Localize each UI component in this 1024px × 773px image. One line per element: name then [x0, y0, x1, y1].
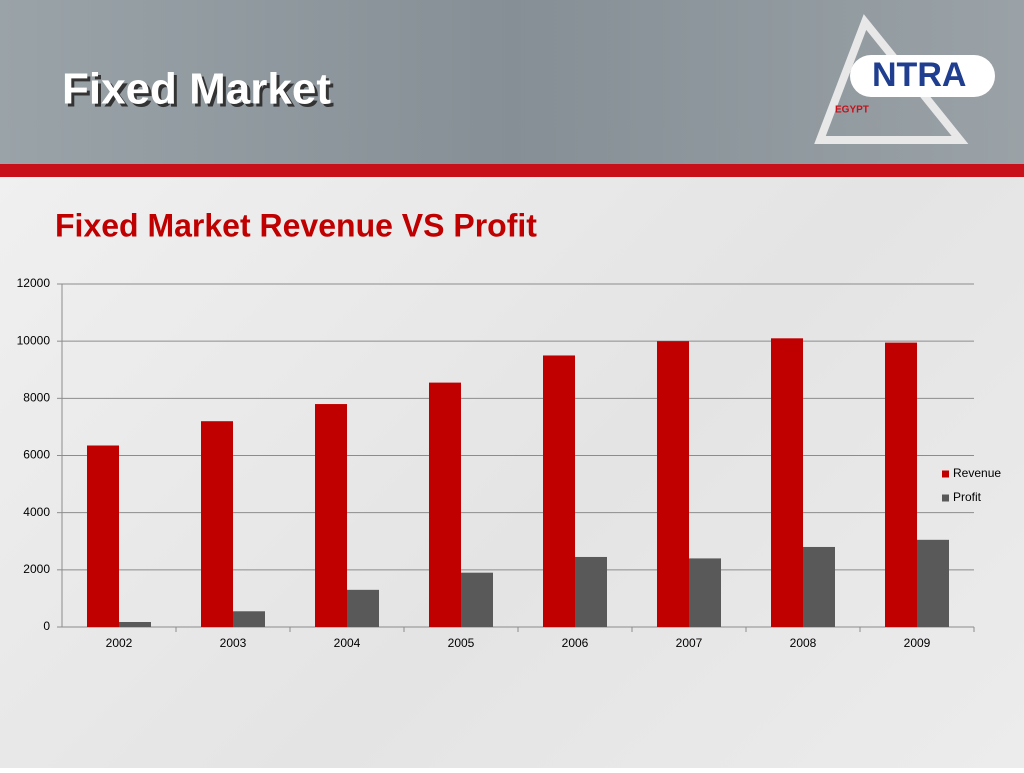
- y-tick-label: 10000: [17, 333, 51, 347]
- legend-swatch: [942, 494, 949, 502]
- bar: [917, 539, 949, 627]
- header-stripe: [0, 164, 1024, 177]
- x-tick-label: 2007: [676, 636, 703, 650]
- bar: [87, 445, 119, 627]
- legend-label: Profit: [953, 490, 982, 504]
- bar: [429, 382, 461, 627]
- logo-pill: [850, 55, 995, 97]
- x-tick-label: 2005: [448, 636, 475, 650]
- bar: [885, 342, 917, 627]
- y-tick-label: 4000: [23, 505, 50, 519]
- y-tick-label: 8000: [23, 391, 50, 405]
- y-tick-label: 6000: [23, 448, 50, 462]
- x-tick-label: 2009: [904, 636, 931, 650]
- bar: [119, 621, 151, 627]
- x-tick-label: 2008: [790, 636, 817, 650]
- x-tick-label: 2006: [562, 636, 589, 650]
- bar: [771, 338, 803, 627]
- bar: [233, 611, 265, 627]
- logo-country: EGYPT: [835, 105, 869, 116]
- slide-title-shadow: Fixed Market: [65, 68, 334, 117]
- bar: [575, 556, 607, 627]
- legend-swatch: [942, 470, 949, 478]
- bar: [689, 558, 721, 627]
- x-tick-label: 2002: [106, 636, 133, 650]
- bar: [803, 546, 835, 627]
- bar: [315, 404, 347, 627]
- y-tick-label: 2000: [23, 562, 50, 576]
- bar: [461, 572, 493, 627]
- bar: [657, 341, 689, 627]
- x-tick-label: 2003: [220, 636, 247, 650]
- chart-title: Fixed Market Revenue VS Profit: [55, 207, 537, 243]
- logo: NTRA EGYPT: [814, 14, 995, 144]
- slide-title: Fixed Market: [62, 65, 331, 114]
- y-tick-label: 0: [43, 619, 50, 633]
- bar: [201, 421, 233, 627]
- legend-label: Revenue: [953, 466, 1001, 480]
- bar: [543, 355, 575, 627]
- y-tick-label: 12000: [17, 276, 51, 290]
- logo-name: NTRA: [872, 56, 966, 94]
- bar: [347, 589, 379, 627]
- x-tick-label: 2004: [334, 636, 361, 650]
